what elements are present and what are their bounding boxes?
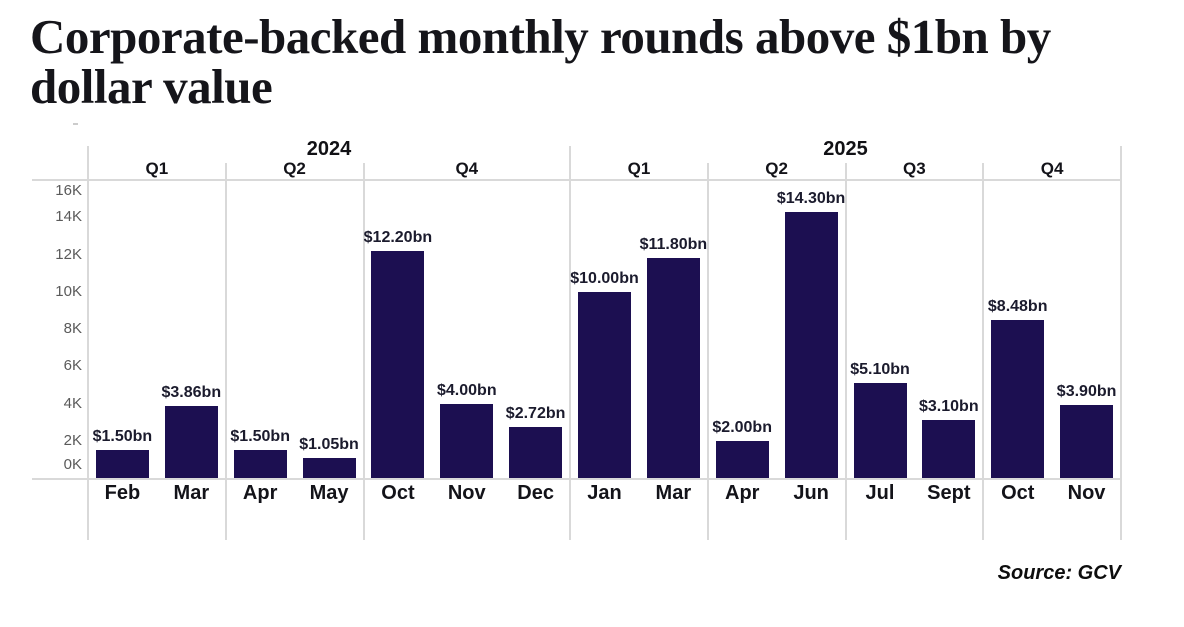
month-label-2024-feb: Feb xyxy=(104,482,141,504)
bar-2024-nov xyxy=(440,403,494,478)
bar-2025-sept xyxy=(922,420,976,478)
y-tick-2k: 2K xyxy=(63,431,82,449)
bar-value-label-2025-apr: $2.00bn xyxy=(712,418,772,436)
quarter-label-2024-q4: Q4 xyxy=(455,159,479,178)
bar-2025-oct xyxy=(991,320,1045,478)
chart-title-line-1: Corporate-backed monthly rounds above $1… xyxy=(30,9,1051,64)
month-label-2024-mar: Mar xyxy=(173,482,210,504)
bar-2025-jul xyxy=(853,383,907,478)
bar-value-label-2024-oct: $12.20bn xyxy=(363,228,433,246)
y-tick-16k: 16K xyxy=(55,182,82,199)
quarter-label-2024-q2: Q2 xyxy=(283,159,306,178)
bar-value-label-2024-may: $1.05bn xyxy=(299,436,359,454)
bar-value-label-2024-nov: $4.00bn xyxy=(437,381,497,399)
chart-title-line-2: dollar value xyxy=(30,59,273,114)
month-label-2025-jun: Jun xyxy=(793,482,829,504)
year-label-2025: 2025 xyxy=(823,138,868,160)
bar-2025-jun xyxy=(784,211,838,478)
bar-2024-feb xyxy=(95,450,149,478)
quarter-label-2025-q3: Q3 xyxy=(903,159,926,178)
gridline-top xyxy=(32,179,1121,181)
month-label-2025-apr: Apr xyxy=(725,482,760,504)
quarter-label-2024-q1: Q1 xyxy=(145,159,169,178)
quarter-label-2025-q4: Q4 xyxy=(1040,159,1064,178)
title-dash xyxy=(73,123,78,125)
bar-2025-jan xyxy=(578,291,631,479)
month-label-2025-mar: Mar xyxy=(655,482,692,504)
year-separator-left-edge xyxy=(87,146,89,540)
month-label-2024-nov: Nov xyxy=(447,482,486,504)
bar-value-label-2025-mar: $11.80bn xyxy=(639,236,708,254)
bar-2025-apr xyxy=(715,440,769,479)
quarter-separator xyxy=(706,163,709,540)
bar-2024-oct xyxy=(371,250,425,478)
month-label-2024-apr: Apr xyxy=(242,482,278,504)
month-label-2024-dec: Dec xyxy=(517,482,554,504)
month-label-2025-sept: Sept xyxy=(927,482,971,504)
y-tick-4k: 4K xyxy=(63,394,82,412)
year-separator xyxy=(1120,146,1122,540)
bar-value-label-2024-apr: $1.50bn xyxy=(230,428,290,446)
y-tick-0k: 0K xyxy=(63,456,82,473)
bar-value-label-2025-sept: $3.10bn xyxy=(919,398,979,416)
bar-2024-may xyxy=(302,458,356,478)
quarter-label-2025-q1: Q1 xyxy=(627,159,651,178)
y-tick-6k: 6K xyxy=(63,357,82,375)
quarter-label-2025-q2: Q2 xyxy=(765,159,788,178)
y-tick-14k: 14K xyxy=(55,208,82,226)
bar-value-label-2025-oct: $8.48bn xyxy=(987,298,1048,316)
month-label-2024-oct: Oct xyxy=(381,482,415,504)
bar-value-label-2025-nov: $3.90bn xyxy=(1056,383,1117,401)
bar-value-label-2025-jul: $5.10bn xyxy=(850,361,910,378)
month-label-2025-jan: Jan xyxy=(587,482,622,504)
bar-value-label-2025-jan: $10.00bn xyxy=(570,269,639,287)
month-label-2024-may: May xyxy=(309,482,349,504)
bar-value-label-2024-feb: $1.50bn xyxy=(92,428,153,446)
bar-2024-apr xyxy=(233,450,287,478)
bar-2025-nov xyxy=(1060,405,1114,478)
bar-value-label-2024-dec: $2.72bn xyxy=(505,405,566,423)
bar-value-label-2024-mar: $3.86bn xyxy=(161,384,222,402)
quarter-separator xyxy=(362,163,365,540)
y-tick-10k: 10K xyxy=(55,282,82,300)
quarter-separator xyxy=(844,163,847,540)
chart-title: Corporate-backed monthly rounds above $1… xyxy=(30,12,1160,112)
year-label-2024: 2024 xyxy=(306,138,352,160)
bar-value-label-2025-jun: $14.30bn xyxy=(776,189,846,207)
quarter-separator xyxy=(982,163,985,540)
bar-2025-mar xyxy=(646,258,700,478)
source-credit: Source: GCV xyxy=(997,562,1121,584)
y-tick-12k: 12K xyxy=(55,245,82,263)
month-label-2025-nov: Nov xyxy=(1067,482,1106,504)
bar-2024-dec xyxy=(509,427,563,478)
month-label-2025-oct: Oct xyxy=(1001,482,1035,504)
bar-2024-mar xyxy=(164,406,218,478)
x-axis-line xyxy=(32,478,1121,480)
quarter-separator xyxy=(224,163,227,540)
month-label-2025-jul: Jul xyxy=(865,482,895,504)
year-separator xyxy=(569,146,572,540)
y-tick-8k: 8K xyxy=(63,320,82,337)
